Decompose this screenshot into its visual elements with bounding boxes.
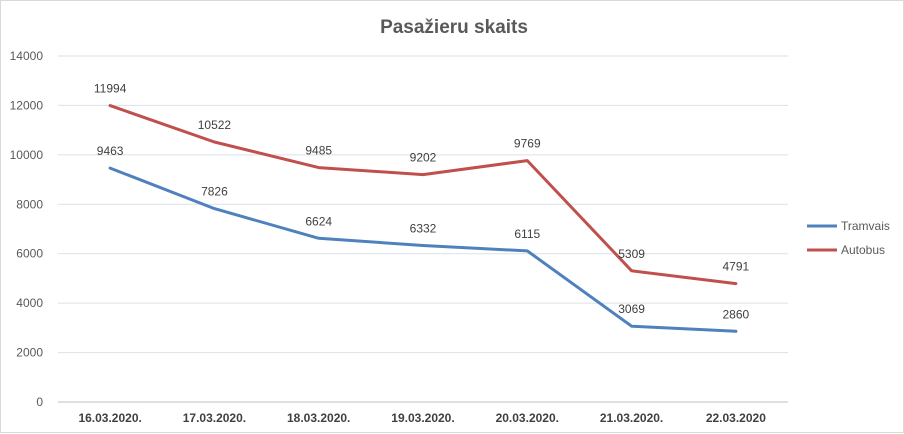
data-label: 6624 xyxy=(305,214,332,228)
series-lines xyxy=(108,104,738,333)
legend: Tramvais Autobus xyxy=(807,219,890,257)
data-label: 10522 xyxy=(198,118,232,132)
y-tick-label: 4000 xyxy=(16,296,43,310)
x-axis-ticks: 16.03.2020. 17.03.2020. 18.03.2020. 19.03.2… xyxy=(78,411,766,425)
data-label: 9202 xyxy=(410,151,437,165)
x-tick-label: 17.03.2020. xyxy=(183,411,246,425)
data-labels: 9463 7826 6624 6332 6115 3069 2860 11994 10522 94… xyxy=(94,82,750,322)
legend-entry: Autobus xyxy=(841,243,885,257)
data-label: 5309 xyxy=(618,247,645,261)
x-tick-label: 20.03.2020. xyxy=(496,411,559,425)
y-tick-label: 10000 xyxy=(10,148,44,162)
data-label: 9463 xyxy=(97,144,124,158)
data-label: 2860 xyxy=(723,307,750,321)
series-line-tramvais xyxy=(108,166,738,333)
data-label: 4791 xyxy=(723,260,750,274)
y-tick-label: 14000 xyxy=(10,49,44,63)
y-tick-label: 8000 xyxy=(16,197,43,211)
data-label: 9769 xyxy=(514,137,541,151)
gridlines xyxy=(58,55,788,403)
y-tick-label: 6000 xyxy=(16,247,43,261)
y-tick-label: 2000 xyxy=(16,346,43,360)
y-axis-ticks: 0 2000 4000 6000 8000 10000 12000 14000 xyxy=(10,49,44,409)
x-tick-label: 21.03.2020. xyxy=(600,411,663,425)
data-label: 9485 xyxy=(305,144,332,158)
x-tick-label: 16.03.2020. xyxy=(78,411,141,425)
data-label: 6115 xyxy=(514,227,540,241)
data-label: 6332 xyxy=(410,222,437,236)
x-tick-label: 19.03.2020. xyxy=(391,411,454,425)
legend-entry: Tramvais xyxy=(841,219,890,233)
chart-title: Pasažieru skaits xyxy=(380,17,528,38)
series-line-autobus xyxy=(108,104,738,286)
data-label: 3069 xyxy=(618,302,645,316)
x-tick-label: 22.03.2020 xyxy=(706,411,766,425)
y-tick-label: 12000 xyxy=(10,98,44,112)
x-tick-label: 18.03.2020. xyxy=(287,411,350,425)
y-tick-label: 0 xyxy=(36,395,43,409)
data-label: 11994 xyxy=(94,82,127,96)
data-label: 7826 xyxy=(201,185,228,199)
